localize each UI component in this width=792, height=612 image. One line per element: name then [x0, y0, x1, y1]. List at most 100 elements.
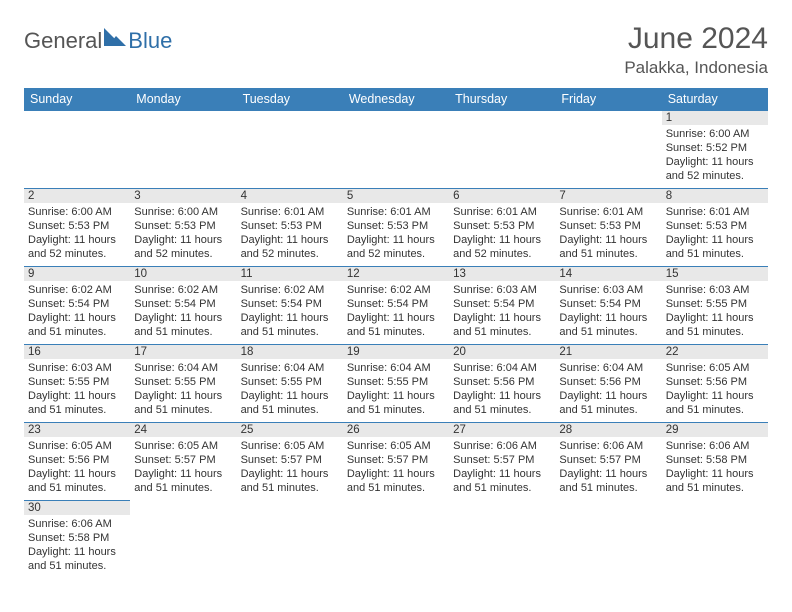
- day-number: 25: [237, 423, 343, 437]
- calendar-cell: 9Sunrise: 6:02 AMSunset: 5:54 PMDaylight…: [24, 267, 130, 345]
- day-info: Sunrise: 6:01 AMSunset: 5:53 PMDaylight:…: [662, 203, 768, 263]
- daylight-text: Daylight: 11 hours: [134, 467, 232, 481]
- daylight-text: and 51 minutes.: [453, 325, 551, 339]
- daylight-text: and 51 minutes.: [241, 325, 339, 339]
- calendar-cell: 15Sunrise: 6:03 AMSunset: 5:55 PMDayligh…: [662, 267, 768, 345]
- daylight-text: and 52 minutes.: [28, 247, 126, 261]
- day-info: Sunrise: 6:05 AMSunset: 5:57 PMDaylight:…: [130, 437, 236, 497]
- day-number: 5: [343, 189, 449, 203]
- sunrise-text: Sunrise: 6:00 AM: [666, 127, 764, 141]
- calendar-cell: 17Sunrise: 6:04 AMSunset: 5:55 PMDayligh…: [130, 345, 236, 423]
- sunrise-text: Sunrise: 6:05 AM: [28, 439, 126, 453]
- calendar-row: 30Sunrise: 6:06 AMSunset: 5:58 PMDayligh…: [24, 501, 768, 579]
- day-number: 14: [555, 267, 661, 281]
- calendar-cell: 5Sunrise: 6:01 AMSunset: 5:53 PMDaylight…: [343, 189, 449, 267]
- calendar-cell: 11Sunrise: 6:02 AMSunset: 5:54 PMDayligh…: [237, 267, 343, 345]
- day-number: 7: [555, 189, 661, 203]
- day-info: Sunrise: 6:04 AMSunset: 5:56 PMDaylight:…: [449, 359, 555, 419]
- day-number: 27: [449, 423, 555, 437]
- day-number: 15: [662, 267, 768, 281]
- calendar-cell: [449, 501, 555, 579]
- sunrise-text: Sunrise: 6:06 AM: [453, 439, 551, 453]
- sunset-text: Sunset: 5:54 PM: [134, 297, 232, 311]
- daylight-text: and 52 minutes.: [666, 169, 764, 183]
- location: Palakka, Indonesia: [624, 58, 768, 78]
- daylight-text: Daylight: 11 hours: [134, 233, 232, 247]
- sunrise-text: Sunrise: 6:06 AM: [28, 517, 126, 531]
- daylight-text: Daylight: 11 hours: [666, 155, 764, 169]
- daylight-text: Daylight: 11 hours: [453, 467, 551, 481]
- sunset-text: Sunset: 5:58 PM: [28, 531, 126, 545]
- day-number: 19: [343, 345, 449, 359]
- day-info: Sunrise: 6:05 AMSunset: 5:56 PMDaylight:…: [24, 437, 130, 497]
- brand-accent: Blue: [128, 28, 172, 54]
- month-title: June 2024: [624, 22, 768, 56]
- weekday-header: Sunday: [24, 88, 130, 111]
- calendar-cell: 4Sunrise: 6:01 AMSunset: 5:53 PMDaylight…: [237, 189, 343, 267]
- daylight-text: and 51 minutes.: [347, 403, 445, 417]
- sunrise-text: Sunrise: 6:06 AM: [559, 439, 657, 453]
- calendar-cell: 14Sunrise: 6:03 AMSunset: 5:54 PMDayligh…: [555, 267, 661, 345]
- daylight-text: Daylight: 11 hours: [559, 389, 657, 403]
- daylight-text: and 51 minutes.: [666, 325, 764, 339]
- daylight-text: and 52 minutes.: [453, 247, 551, 261]
- day-info: Sunrise: 6:02 AMSunset: 5:54 PMDaylight:…: [237, 281, 343, 341]
- sunset-text: Sunset: 5:57 PM: [241, 453, 339, 467]
- day-info: Sunrise: 6:02 AMSunset: 5:54 PMDaylight:…: [343, 281, 449, 341]
- sunset-text: Sunset: 5:56 PM: [666, 375, 764, 389]
- sunset-text: Sunset: 5:55 PM: [134, 375, 232, 389]
- daylight-text: and 51 minutes.: [28, 559, 126, 573]
- sunset-text: Sunset: 5:53 PM: [453, 219, 551, 233]
- daylight-text: Daylight: 11 hours: [347, 311, 445, 325]
- day-info: Sunrise: 6:04 AMSunset: 5:56 PMDaylight:…: [555, 359, 661, 419]
- daylight-text: Daylight: 11 hours: [134, 311, 232, 325]
- day-number: 21: [555, 345, 661, 359]
- calendar-cell: [130, 111, 236, 189]
- calendar-cell: 19Sunrise: 6:04 AMSunset: 5:55 PMDayligh…: [343, 345, 449, 423]
- day-info: Sunrise: 6:02 AMSunset: 5:54 PMDaylight:…: [130, 281, 236, 341]
- daylight-text: and 51 minutes.: [453, 481, 551, 495]
- sunset-text: Sunset: 5:56 PM: [453, 375, 551, 389]
- daylight-text: Daylight: 11 hours: [666, 467, 764, 481]
- day-info: Sunrise: 6:04 AMSunset: 5:55 PMDaylight:…: [130, 359, 236, 419]
- sunrise-text: Sunrise: 6:01 AM: [559, 205, 657, 219]
- weekday-header: Tuesday: [237, 88, 343, 111]
- day-info: Sunrise: 6:00 AMSunset: 5:53 PMDaylight:…: [130, 203, 236, 263]
- sunrise-text: Sunrise: 6:03 AM: [666, 283, 764, 297]
- calendar-cell: 20Sunrise: 6:04 AMSunset: 5:56 PMDayligh…: [449, 345, 555, 423]
- sunrise-text: Sunrise: 6:04 AM: [559, 361, 657, 375]
- calendar-cell: 21Sunrise: 6:04 AMSunset: 5:56 PMDayligh…: [555, 345, 661, 423]
- calendar-row: 9Sunrise: 6:02 AMSunset: 5:54 PMDaylight…: [24, 267, 768, 345]
- calendar-cell: [343, 111, 449, 189]
- daylight-text: and 51 minutes.: [453, 403, 551, 417]
- sunset-text: Sunset: 5:57 PM: [559, 453, 657, 467]
- day-info: Sunrise: 6:01 AMSunset: 5:53 PMDaylight:…: [555, 203, 661, 263]
- calendar-cell: 18Sunrise: 6:04 AMSunset: 5:55 PMDayligh…: [237, 345, 343, 423]
- calendar-cell: 16Sunrise: 6:03 AMSunset: 5:55 PMDayligh…: [24, 345, 130, 423]
- sunrise-text: Sunrise: 6:01 AM: [241, 205, 339, 219]
- daylight-text: Daylight: 11 hours: [241, 311, 339, 325]
- sunrise-text: Sunrise: 6:05 AM: [666, 361, 764, 375]
- sunset-text: Sunset: 5:56 PM: [28, 453, 126, 467]
- day-number: 12: [343, 267, 449, 281]
- brand-logo: General Blue: [24, 28, 172, 54]
- sunrise-text: Sunrise: 6:03 AM: [453, 283, 551, 297]
- day-number: 22: [662, 345, 768, 359]
- daylight-text: Daylight: 11 hours: [453, 311, 551, 325]
- sunset-text: Sunset: 5:54 PM: [559, 297, 657, 311]
- day-info: Sunrise: 6:05 AMSunset: 5:57 PMDaylight:…: [237, 437, 343, 497]
- daylight-text: Daylight: 11 hours: [347, 233, 445, 247]
- calendar-cell: 8Sunrise: 6:01 AMSunset: 5:53 PMDaylight…: [662, 189, 768, 267]
- calendar-row: 23Sunrise: 6:05 AMSunset: 5:56 PMDayligh…: [24, 423, 768, 501]
- daylight-text: and 51 minutes.: [134, 481, 232, 495]
- daylight-text: and 51 minutes.: [347, 481, 445, 495]
- daylight-text: Daylight: 11 hours: [453, 389, 551, 403]
- daylight-text: and 52 minutes.: [241, 247, 339, 261]
- sunset-text: Sunset: 5:55 PM: [347, 375, 445, 389]
- daylight-text: Daylight: 11 hours: [347, 389, 445, 403]
- day-number: 8: [662, 189, 768, 203]
- day-info: Sunrise: 6:05 AMSunset: 5:57 PMDaylight:…: [343, 437, 449, 497]
- day-info: Sunrise: 6:06 AMSunset: 5:57 PMDaylight:…: [555, 437, 661, 497]
- sunset-text: Sunset: 5:53 PM: [347, 219, 445, 233]
- daylight-text: Daylight: 11 hours: [666, 389, 764, 403]
